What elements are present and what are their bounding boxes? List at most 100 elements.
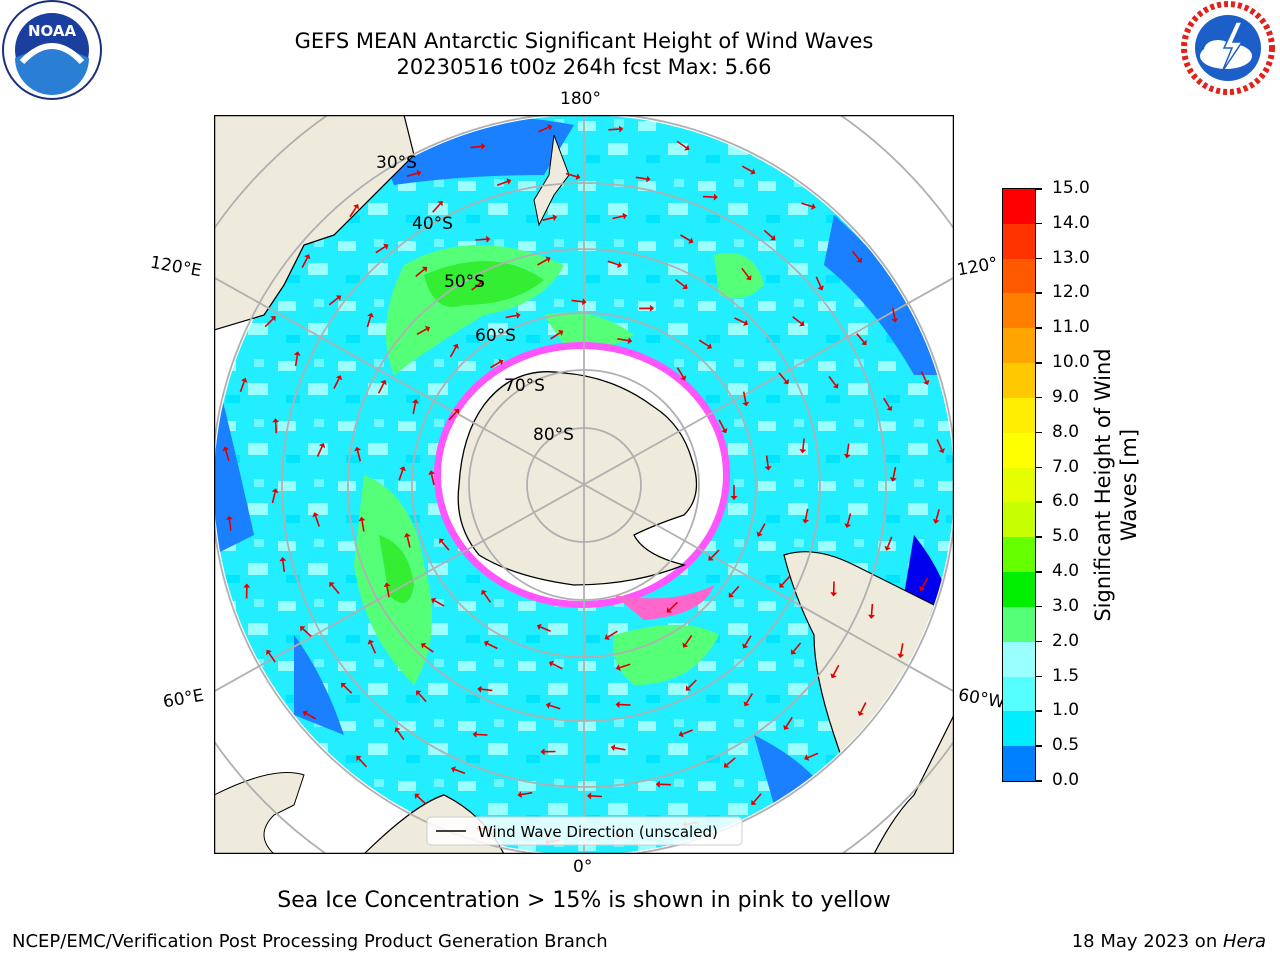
wave-arrow-head bbox=[414, 793, 420, 799]
wave-arrow-head bbox=[919, 585, 926, 592]
wave-arrow-head bbox=[540, 748, 545, 756]
wave-arrow-shaft bbox=[688, 679, 697, 689]
colorbar-tick-mark bbox=[1036, 571, 1042, 573]
colorbar-tick-mark bbox=[1036, 536, 1042, 538]
wave-arrow-shaft bbox=[921, 577, 929, 589]
wave-arrow-head bbox=[421, 266, 428, 273]
wave-arrow-shaft bbox=[936, 439, 943, 450]
wave-arrow-head bbox=[750, 168, 756, 175]
wave-arrow-shaft bbox=[680, 234, 691, 242]
wave-arrow-shaft bbox=[935, 509, 940, 521]
colorbar-tick-label: 1.5 bbox=[1052, 665, 1080, 686]
wave-arrow-shaft bbox=[449, 346, 457, 358]
colorbar-tick-label: 0.5 bbox=[1052, 735, 1080, 756]
wave-arrow-shaft bbox=[635, 176, 647, 180]
wave-arrow-shaft bbox=[441, 541, 450, 551]
colorbar-tick-label: 13.0 bbox=[1052, 247, 1090, 268]
wave-arrow-head bbox=[478, 280, 484, 286]
wave-arrow-head bbox=[335, 375, 343, 381]
wave-arrow-shaft bbox=[828, 375, 837, 386]
wave-arrow-head bbox=[938, 448, 945, 454]
wave-arrow-head bbox=[764, 466, 772, 471]
wave-arrow-head bbox=[843, 453, 851, 459]
wave-arrow-shaft bbox=[565, 172, 577, 178]
wave-arrow-shaft bbox=[549, 704, 561, 710]
colorbar-tick-label: 14.0 bbox=[1052, 212, 1090, 233]
wave-arrow-shaft bbox=[763, 229, 773, 239]
map-frame bbox=[214, 115, 954, 854]
wave-arrow-shaft bbox=[892, 466, 897, 478]
colorbar-tick-label: 4.0 bbox=[1052, 561, 1080, 582]
colorbar-tick-mark bbox=[1036, 362, 1042, 364]
wave-arrow-head bbox=[678, 730, 684, 738]
wave-arrow-shaft bbox=[483, 592, 492, 603]
colorbar-tick-mark bbox=[1036, 745, 1042, 747]
wave-arrow-shaft bbox=[302, 628, 312, 637]
wave-arrow-shaft bbox=[398, 469, 404, 481]
wave-arrow-head bbox=[271, 488, 279, 494]
wave-arrow-shaft bbox=[846, 513, 852, 525]
colorbar-band bbox=[1003, 746, 1035, 782]
wave-arrow-head bbox=[615, 701, 620, 709]
wave-arrow-head bbox=[742, 401, 750, 407]
wave-arrow-head bbox=[897, 653, 905, 659]
lat-label-40s: 40°S bbox=[412, 214, 453, 234]
colorbar-tick-mark bbox=[1036, 292, 1042, 294]
wave-arrow-shaft bbox=[356, 450, 362, 462]
wave-arrow-shaft bbox=[710, 549, 720, 559]
wave-arrow-shaft bbox=[856, 333, 865, 343]
wave-arrow-head bbox=[708, 555, 714, 561]
colorbar-title-line2: Waves [m] bbox=[1117, 428, 1141, 542]
colorbar-tick-label: 1.0 bbox=[1052, 700, 1080, 721]
wave-arrow-head bbox=[666, 607, 672, 613]
wave-arrow-head bbox=[650, 304, 655, 312]
noaa-logo: NOAA bbox=[2, 0, 102, 100]
wave-arrow-shaft bbox=[870, 603, 874, 615]
wave-arrow-shaft bbox=[802, 438, 805, 450]
wave-arrow-shaft bbox=[316, 446, 323, 457]
colorbar-band bbox=[1003, 397, 1035, 434]
wave-arrow-shaft bbox=[815, 276, 822, 288]
wave-arrow-head bbox=[558, 329, 564, 336]
wave-arrow-head bbox=[367, 312, 374, 318]
wave-arrow-shaft bbox=[328, 297, 339, 306]
lat-label-60s: 60°S bbox=[475, 326, 516, 346]
wave-arrow-shaft bbox=[682, 729, 693, 735]
wave-arrow-head bbox=[367, 639, 375, 645]
lon-label-120w: 120° bbox=[955, 253, 1000, 281]
credit-left: NCEP/EMC/Verification Post Processing Pr… bbox=[12, 931, 608, 952]
wave-arrow-shaft bbox=[742, 391, 747, 403]
wave-arrow-head bbox=[742, 643, 749, 649]
lon-label-180: 180° bbox=[560, 89, 601, 109]
wave-arrow-head bbox=[587, 792, 592, 800]
wave-arrow-head bbox=[923, 379, 930, 385]
colorbar-tick-mark bbox=[1036, 501, 1042, 503]
colorbar-tick-label: 0.0 bbox=[1052, 770, 1080, 790]
wave-arrow-head bbox=[416, 169, 422, 177]
antarctica-land bbox=[457, 371, 698, 586]
wave-arrow-shaft bbox=[753, 793, 762, 803]
wave-arrow-head bbox=[622, 212, 628, 220]
wave-arrow-head bbox=[804, 754, 810, 761]
colorbar-band bbox=[1003, 572, 1035, 608]
colorbar-tick-mark bbox=[1036, 675, 1042, 678]
wave-arrow-head bbox=[610, 744, 616, 752]
lat-label-50s: 50°S bbox=[444, 272, 485, 292]
wave-arrow-head bbox=[399, 466, 406, 472]
wave-arrow-shaft bbox=[698, 339, 709, 347]
wave-arrow-head bbox=[832, 383, 839, 389]
wave-arrow-shaft bbox=[846, 443, 850, 455]
colorbar-tick-label: 11.0 bbox=[1052, 317, 1090, 338]
wave-arrow-shaft bbox=[481, 688, 493, 692]
wave-arrow-head bbox=[380, 379, 387, 386]
wave-arrow-head bbox=[889, 477, 897, 482]
wave-arrow-shaft bbox=[676, 140, 687, 149]
wave-arrow-shaft bbox=[892, 307, 896, 319]
wave-arrow-shaft bbox=[471, 282, 481, 291]
wave-arrow-shaft bbox=[792, 316, 802, 325]
sea-ice-note: Sea Ice Concentration > 15% is shown in … bbox=[277, 888, 891, 913]
wave-arrow-shaft bbox=[454, 768, 466, 775]
colorbar-tick-label: 8.0 bbox=[1052, 421, 1080, 442]
wave-arrow-shaft bbox=[607, 630, 618, 638]
wave-arrow-head bbox=[685, 685, 692, 691]
